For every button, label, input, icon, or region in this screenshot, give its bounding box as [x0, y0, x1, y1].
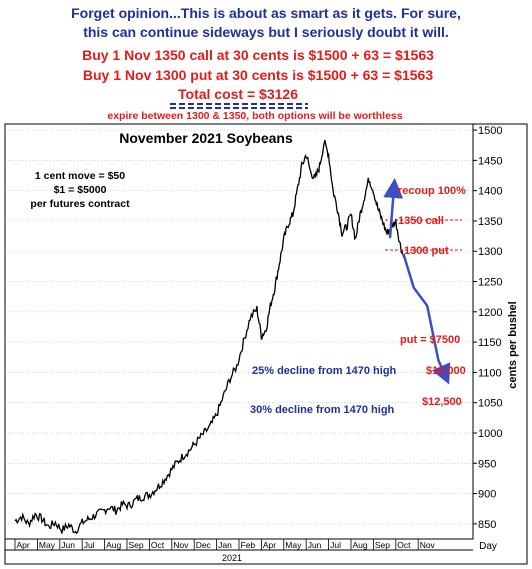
- y-tick-label: 1400: [478, 186, 502, 198]
- x-tick-label: Jul: [84, 540, 95, 550]
- y-tick-label: 850: [478, 519, 496, 531]
- recoup-arrow: [383, 178, 404, 239]
- chart-title: November 2021 Soybeans: [119, 130, 293, 146]
- note-move3: per futures contract: [30, 198, 130, 210]
- x-tick-label: Sep: [129, 540, 144, 550]
- y-tick-label: 1200: [478, 307, 502, 319]
- y-tick-label: 1250: [478, 277, 502, 289]
- x-tick-label: May: [285, 540, 302, 550]
- x-tick-label: Nov: [173, 540, 189, 550]
- axis-frame: [4, 123, 528, 565]
- y-tick-label: 1000: [478, 428, 502, 440]
- x-tick-label: Feb: [241, 540, 256, 550]
- header-line1: Forget opinion...This is about as smart …: [71, 5, 461, 21]
- put-value-label: put = $7500: [400, 334, 460, 346]
- y-tick-label: 1050: [478, 398, 502, 410]
- x-tick-label: Sep: [375, 540, 390, 550]
- put-label: 1300 put: [404, 245, 449, 257]
- header-line3: Buy 1 Nov 1350 call at 30 cents is $1500…: [82, 47, 434, 63]
- y-tick-label: 950: [478, 458, 496, 470]
- decline-25-label: 25% decline from 1470 high: [252, 365, 397, 377]
- y-tick-labels: 850 900 950 1000 1050 1100 1150 1200 1250 1300 135…: [473, 125, 502, 531]
- header-line4: Buy 1 Nov 1300 put at 30 cents is $1500 …: [83, 67, 433, 83]
- y-axis-label: cents per bushel: [507, 301, 519, 388]
- y-tick-label: 1150: [478, 337, 502, 349]
- year-label: 2021: [222, 553, 242, 563]
- x-tick-label: Jul: [330, 540, 341, 550]
- x-tick-label: Jan: [218, 540, 232, 550]
- x-tick-labels: Apr May Jun Jul Aug Sep Oct Nov Dec Jan Feb Apr May J…: [14, 539, 436, 550]
- y-tick-label: 1300: [478, 246, 502, 258]
- projection-arrow: [402, 253, 451, 385]
- value-10000-label: $10,000: [426, 365, 466, 377]
- y-tick-label: 1450: [478, 155, 502, 167]
- x-tick-label: Oct: [397, 540, 411, 550]
- x-tick-label: Nov: [420, 540, 436, 550]
- header-line6: expire between 1300 & 1350, both options…: [107, 110, 402, 122]
- y-tick-label: 1500: [478, 125, 502, 137]
- x-tick-label: May: [39, 540, 56, 550]
- note-move1: 1 cent move = $50: [35, 170, 125, 182]
- x-tick-label: Jun: [61, 540, 75, 550]
- y-tick-label: 1100: [478, 367, 502, 379]
- x-tick-label: Dec: [196, 540, 212, 550]
- y-tick-label: 900: [478, 489, 496, 501]
- note-move2: $1 = $5000: [54, 184, 107, 196]
- x-tick-label: Apr: [263, 540, 276, 550]
- call-label: 1350 call: [398, 215, 444, 227]
- price-series-line: [14, 139, 405, 535]
- x-axis-label: Day: [479, 541, 497, 552]
- x-tick-label: Aug: [353, 540, 368, 550]
- header-total: Total cost = $3126: [178, 86, 298, 102]
- y-gridlines: [5, 129, 473, 525]
- recoup-label: recoup 100%: [398, 185, 466, 197]
- x-tick-label: Aug: [106, 540, 121, 550]
- y-tick-label: 1350: [478, 216, 502, 228]
- x-tick-label: Apr: [17, 540, 30, 550]
- header-line2: this can continue sideways but I serious…: [83, 24, 449, 40]
- value-12500-label: $12,500: [422, 396, 462, 408]
- x-tick-label: Jun: [308, 540, 322, 550]
- decline-30-label: 30% decline from 1470 high: [250, 404, 395, 416]
- x-tick-label: Oct: [151, 540, 165, 550]
